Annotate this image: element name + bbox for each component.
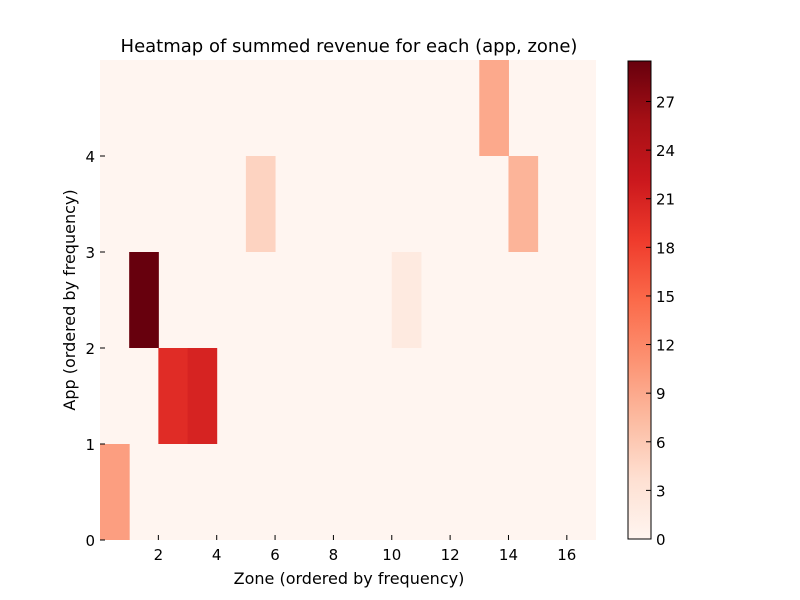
x-axis-ticks: 2 4 6 8 10 12 14 16	[154, 535, 576, 564]
x-axis-label: Zone (ordered by frequency)	[234, 569, 465, 588]
colorbar-gradient	[627, 60, 652, 540]
colorbar-tick-label: 18	[656, 239, 675, 257]
x-tick-label: 4	[212, 546, 222, 564]
y-tick-label: 3	[85, 244, 95, 262]
heatmap-cell	[129, 252, 159, 348]
chart-title: Heatmap of summed revenue for each (app,…	[121, 36, 578, 57]
y-tick-label: 0	[85, 532, 95, 550]
y-axis-ticks: 0 1 2 3 4	[85, 148, 105, 550]
y-tick-label: 4	[85, 148, 95, 166]
heatmap-cell	[158, 348, 189, 444]
x-tick-label: 8	[329, 546, 339, 564]
colorbar-tick-label: 12	[656, 337, 675, 355]
colorbar-tick-label: 21	[656, 191, 675, 209]
heatmap-cell	[391, 252, 422, 348]
colorbar: 0 3 6 9 12 15 18 21 24 27	[627, 60, 675, 549]
x-tick-label: 16	[557, 546, 576, 564]
colorbar-tick-label: 6	[656, 434, 666, 452]
x-tick-label: 10	[382, 546, 401, 564]
colorbar-tick-label: 27	[656, 94, 675, 112]
heatmap-cell	[187, 348, 218, 444]
y-axis-label: App (ordered by frequency)	[60, 189, 79, 410]
x-tick-label: 2	[154, 546, 164, 564]
heatmap-cell	[245, 156, 276, 252]
colorbar-tick-label: 24	[656, 142, 675, 160]
y-tick-label: 1	[85, 436, 95, 454]
colorbar-tick-label: 0	[656, 531, 666, 549]
heatmap-cell	[100, 444, 130, 540]
x-tick-label: 12	[441, 546, 460, 564]
plot-area	[100, 60, 596, 540]
y-tick-label: 2	[85, 340, 95, 358]
heatmap-background	[100, 60, 596, 540]
x-tick-label: 6	[270, 546, 280, 564]
x-tick-label: 14	[499, 546, 518, 564]
colorbar-tick-label: 9	[656, 385, 666, 403]
colorbar-tick-label: 3	[656, 482, 666, 500]
heatmap-cell	[479, 60, 509, 156]
colorbar-tick-label: 15	[656, 288, 675, 306]
heatmap-cell	[508, 156, 539, 252]
